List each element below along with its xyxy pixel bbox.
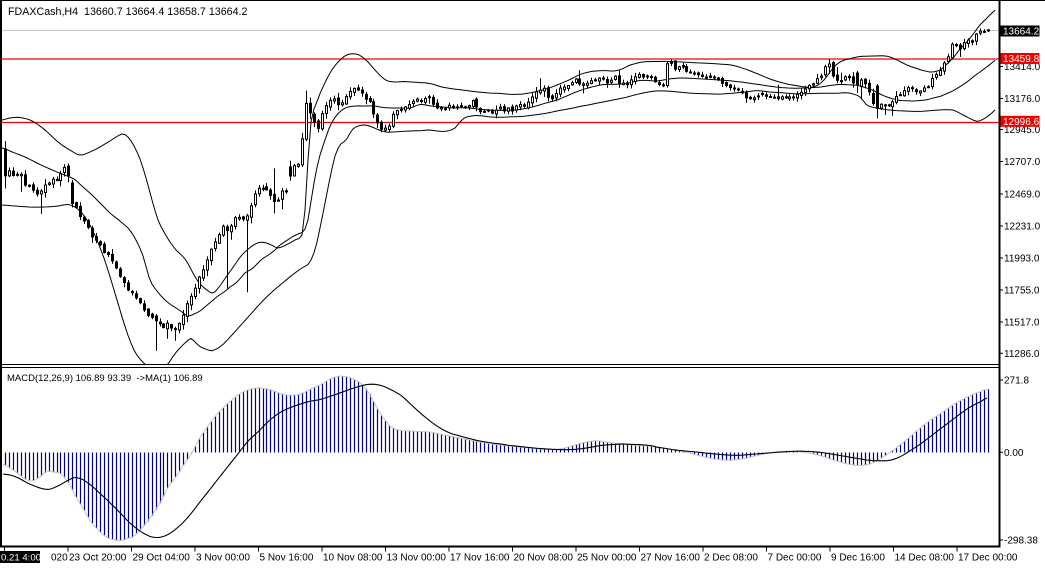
svg-text:FDAXCash,H4 13660.7 13664.4 1: FDAXCash,H4 13660.7 13664.4 13658.7 1366… — [8, 6, 248, 18]
svg-text:11517.0: 11517.0 — [1004, 318, 1040, 329]
svg-text:13664.2: 13664.2 — [1003, 27, 1040, 38]
svg-text:11755.0: 11755.0 — [1004, 286, 1040, 297]
svg-text:17 Dec 00:00: 17 Dec 00:00 — [958, 553, 1018, 564]
svg-text:12469.0: 12469.0 — [1004, 190, 1041, 201]
svg-text:5 Nov 16:00: 5 Nov 16:00 — [260, 553, 314, 564]
svg-text:12945.0: 12945.0 — [1004, 125, 1041, 136]
svg-text:9 Dec 16:00: 9 Dec 16:00 — [831, 553, 885, 564]
svg-text:13459.8: 13459.8 — [1003, 54, 1040, 65]
svg-text:10 Nov 08:00: 10 Nov 08:00 — [323, 553, 383, 564]
svg-text:12707.0: 12707.0 — [1004, 157, 1041, 168]
svg-text:27 Nov 16:00: 27 Nov 16:00 — [641, 553, 701, 564]
svg-text:0.21 4:00: 0.21 4:00 — [1, 552, 41, 563]
svg-text:12231.0: 12231.0 — [1004, 222, 1041, 233]
svg-text:0.00: 0.00 — [1004, 448, 1024, 459]
svg-text:14 Dec 08:00: 14 Dec 08:00 — [895, 553, 955, 564]
svg-text:271.8: 271.8 — [1004, 376, 1029, 387]
svg-text:2 Dec 08:00: 2 Dec 08:00 — [704, 553, 758, 564]
svg-text:11993.0: 11993.0 — [1004, 254, 1040, 265]
svg-text:020: 020 — [51, 553, 68, 564]
svg-text:20 Nov 08:00: 20 Nov 08:00 — [514, 553, 574, 564]
svg-text:7 Dec 00:00: 7 Dec 00:00 — [768, 553, 822, 564]
svg-text:11286.0: 11286.0 — [1004, 349, 1040, 360]
svg-text:-298.38: -298.38 — [1004, 536, 1038, 547]
svg-text:17 Nov 16:00: 17 Nov 16:00 — [450, 553, 510, 564]
svg-text:12996.6: 12996.6 — [1003, 117, 1040, 128]
svg-text:MACD(12,26,9) 106.89 93.39 ->: MACD(12,26,9) 106.89 93.39 ->MA(1) 106.8… — [7, 373, 203, 384]
svg-text:3 Nov 00:00: 3 Nov 00:00 — [196, 553, 250, 564]
svg-text:13176.0: 13176.0 — [1004, 94, 1041, 105]
svg-text:13414.0: 13414.0 — [1004, 62, 1041, 73]
svg-text:13 Nov 00:00: 13 Nov 00:00 — [387, 553, 447, 564]
svg-text:25 Nov 00:00: 25 Nov 00:00 — [577, 553, 637, 564]
svg-text:23 Oct 20:00: 23 Oct 20:00 — [69, 553, 127, 564]
svg-text:29 Oct 04:00: 29 Oct 04:00 — [133, 553, 191, 564]
